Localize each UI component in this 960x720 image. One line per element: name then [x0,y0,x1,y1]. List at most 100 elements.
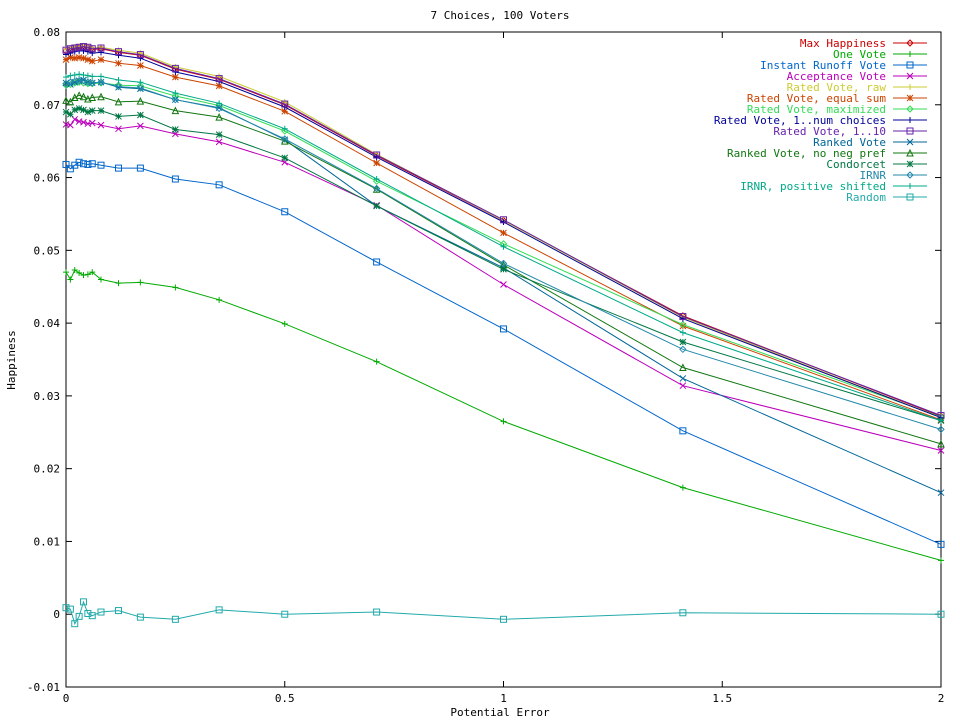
data-point [281,320,288,327]
data-point [88,45,96,53]
data-point [63,74,69,81]
data-point [67,276,74,283]
legend-label: Rated Vote, 1..num choices [714,114,886,127]
data-point [215,113,223,121]
data-point [906,39,914,47]
data-point [84,271,91,278]
data-point [937,540,945,548]
data-point [67,110,74,118]
data-point [84,94,92,103]
data-point [137,122,144,130]
x-tick-label: 1.5 [712,692,732,705]
data-point [937,439,945,448]
data-point [679,338,687,346]
legend-label: Rated Vote, maximized [747,103,886,116]
series-line [65,79,942,494]
data-point [98,49,104,56]
data-point [938,557,944,564]
series-irnr [62,77,945,434]
data-point [97,107,105,114]
x-tick-label: 1 [500,692,507,705]
data-point [137,279,144,286]
data-point [114,82,123,91]
data-point [679,363,687,372]
y-tick-label: 0.05 [34,244,61,257]
data-point [137,62,144,69]
data-point [679,320,687,329]
data-point [137,55,144,62]
data-point [84,160,92,168]
data-point [679,345,687,354]
data-point [88,612,96,620]
y-tick-label: -0.01 [27,681,60,694]
series-layer [62,42,945,628]
series-ranked-vote-no-neg-pref [62,91,945,448]
data-point [906,72,914,80]
data-point [215,75,223,83]
data-point [679,322,687,330]
data-point [137,79,144,86]
data-point [80,272,87,279]
data-point [67,121,74,129]
data-point [281,125,288,132]
data-point [80,43,87,51]
data-point [62,108,70,116]
data-point [281,100,289,108]
data-point [67,72,74,79]
data-point [281,154,289,162]
data-point [906,193,914,201]
series-ranked-vote [62,76,945,497]
data-point [62,604,70,612]
data-point [80,598,87,606]
data-point [80,106,87,114]
data-point [906,138,914,146]
data-point [216,100,223,107]
y-tick-label: 0.06 [34,172,61,185]
y-axis-label: Happiness [5,330,18,390]
data-point [215,138,223,146]
data-point [281,135,289,143]
series-random [62,598,945,628]
y-tick-label: 0.08 [34,26,61,39]
data-point [66,97,75,106]
data-point [136,84,145,92]
data-point [500,615,507,623]
data-point [88,107,96,114]
data-point [89,73,96,80]
data-point [80,160,87,168]
data-point [80,47,87,54]
data-point [906,94,914,102]
data-point [71,44,79,52]
data-point [215,131,223,138]
data-point [76,71,83,78]
data-point [679,427,687,435]
data-point [80,71,87,78]
data-point [115,77,122,84]
data-point [372,184,381,193]
data-point [75,158,83,166]
data-point [172,69,179,76]
data-point [281,208,289,216]
data-point [115,48,122,56]
legend-label: Rated Vote, raw [787,81,887,94]
data-point [88,160,96,168]
x-axis-label: Potential Error [450,706,550,719]
data-point [97,44,105,52]
legend-label: Max Happiness [800,37,886,50]
data-point [66,45,74,53]
y-tick-label: 0 [53,608,60,621]
x-tick-label: 2 [938,692,945,705]
data-point [88,93,97,101]
series-one-vote [63,266,944,564]
data-point [84,609,92,617]
series-instant-runoff-vote [62,158,945,548]
data-point [97,608,105,616]
data-point [115,607,122,615]
data-point [215,82,223,90]
data-point [97,161,105,169]
data-point [80,54,87,62]
x-tick-label: 0.5 [275,692,295,705]
data-point [136,164,144,172]
